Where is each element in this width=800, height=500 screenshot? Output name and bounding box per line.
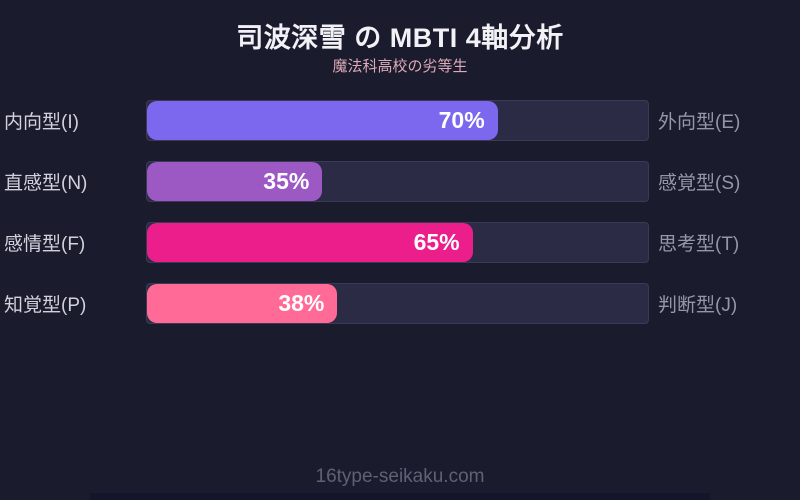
axis-percent-label: 35% — [263, 168, 310, 194]
axis-percent-label: 38% — [278, 290, 325, 316]
page-subtitle: 魔法科高校の劣等生 — [332, 58, 468, 75]
axis-bar-track: 35% — [146, 161, 649, 202]
axis-right-label: 感覚型(S) — [658, 173, 741, 194]
axis-bar-track: 70% — [146, 100, 649, 141]
axis-row-4: 知覚型(P) 38% 判断型(J) — [0, 283, 800, 324]
watermark-site-text: 16type-seikaku.com — [315, 466, 485, 487]
axis-left-label: 直感型(N) — [4, 173, 88, 194]
axis-left-label: 感情型(F) — [4, 234, 86, 255]
axis-bar-fill: 35% — [147, 162, 323, 201]
axis-bar-fill: 70% — [147, 101, 498, 140]
axis-left-label: 知覚型(P) — [4, 295, 87, 316]
axis-right-label: 思考型(T) — [658, 234, 740, 255]
axis-right-label: 外向型(E) — [658, 112, 741, 133]
axis-percent-label: 65% — [413, 229, 460, 255]
axis-bar-track: 65% — [146, 222, 649, 263]
axis-bar-fill: 65% — [147, 223, 473, 262]
axis-bar-fill: 38% — [147, 284, 338, 323]
axis-bar-list: 内向型(I) 70% 外向型(E) 直感型(N) 35% 感覚型(S) 感情型(… — [0, 100, 800, 344]
axis-right-label: 判断型(J) — [658, 295, 738, 316]
axis-row-2: 直感型(N) 35% 感覚型(S) — [0, 161, 800, 202]
axis-bar-track: 38% — [146, 283, 649, 324]
axis-percent-label: 70% — [438, 107, 485, 133]
axis-row-3: 感情型(F) 65% 思考型(T) — [0, 222, 800, 263]
axis-left-label: 内向型(I) — [4, 112, 79, 133]
bottom-edge-strip — [90, 493, 710, 500]
axis-row-1: 内向型(I) 70% 外向型(E) — [0, 100, 800, 141]
page-title: 司波深雪 の MBTI 4軸分析 — [236, 23, 564, 53]
